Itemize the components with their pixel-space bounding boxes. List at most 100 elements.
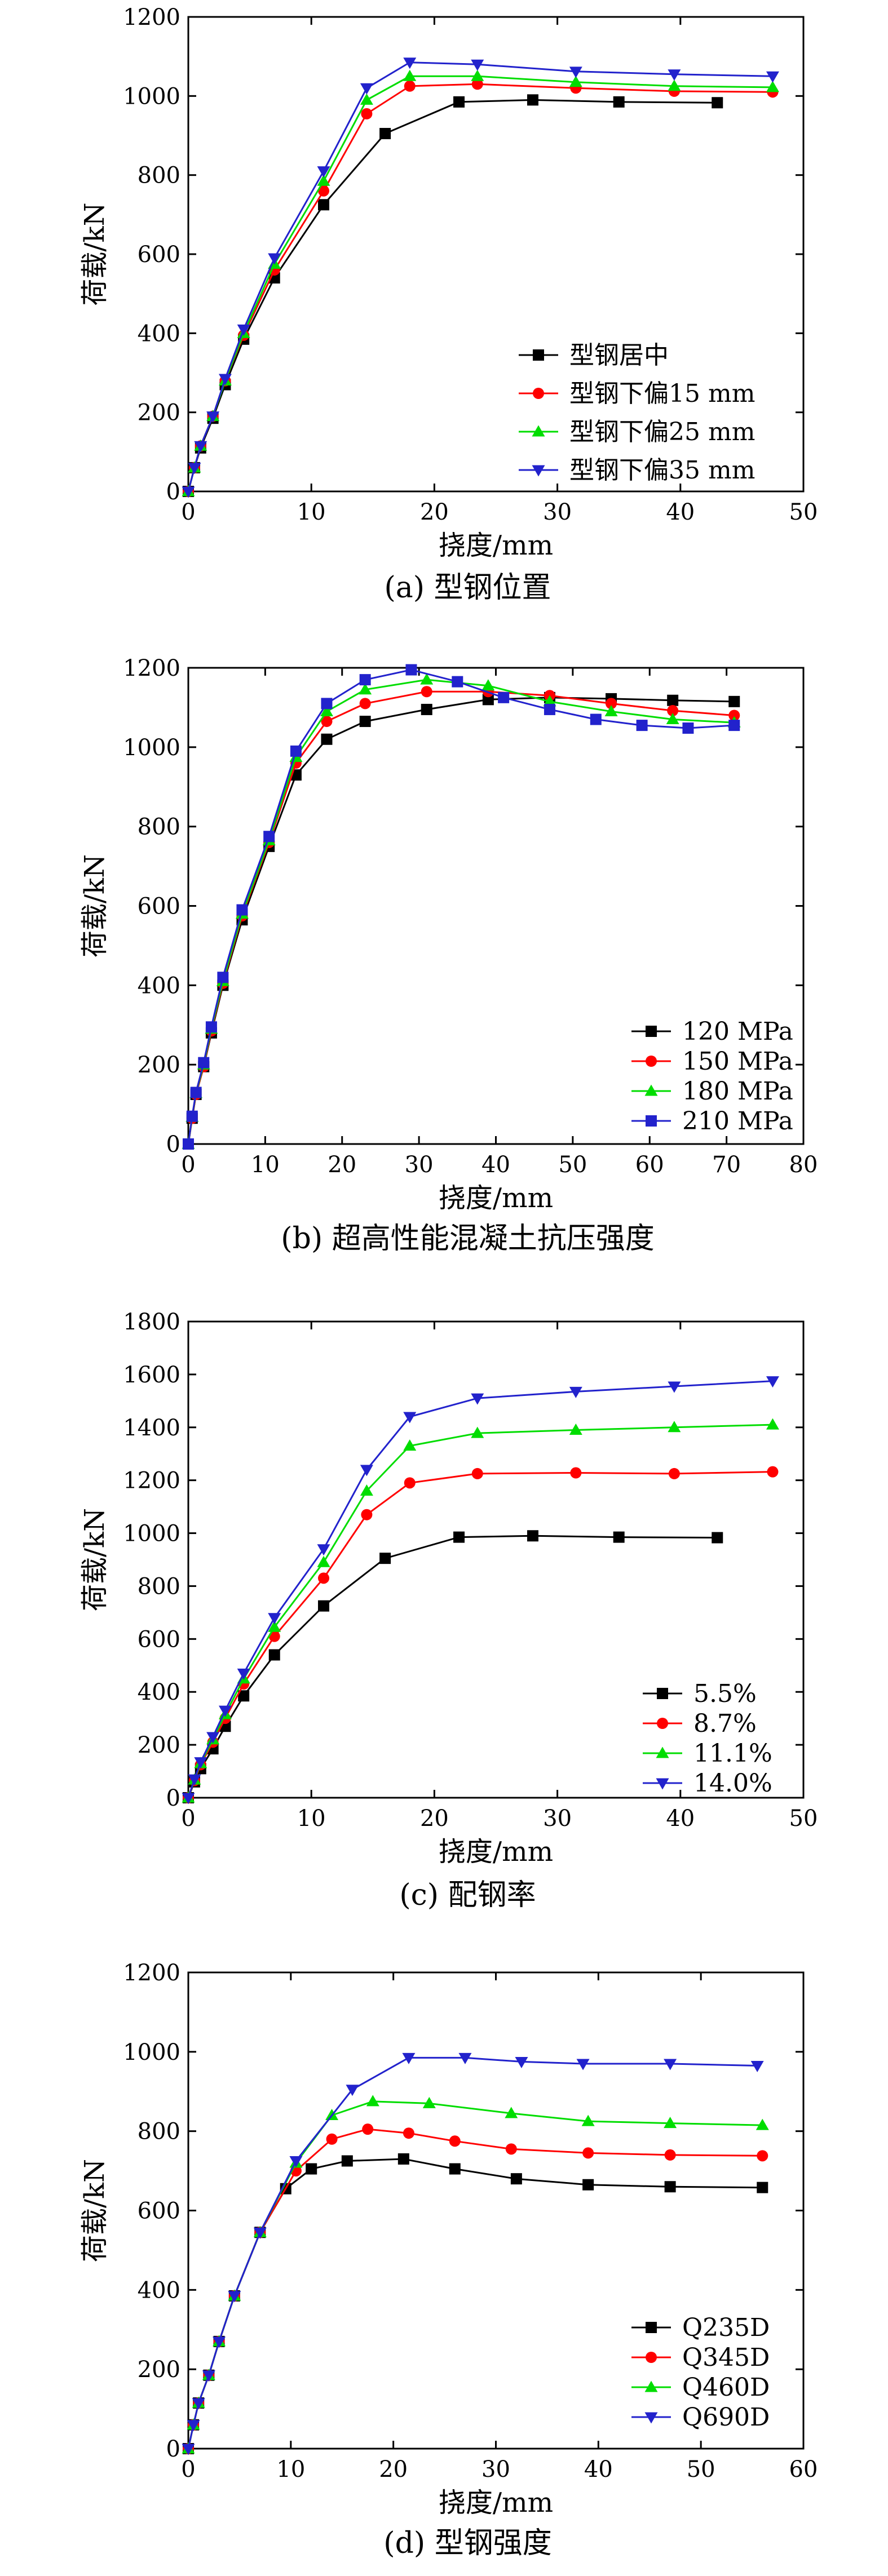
data-point [449, 2135, 461, 2147]
data-point [218, 374, 232, 385]
series-line [187, 679, 735, 1145]
y-tick-label: 800 [138, 1573, 180, 1599]
y-tick-label: 800 [138, 163, 180, 189]
y-axis-label: 荷载/kN [79, 2159, 111, 2262]
legend-label: 14.0% [693, 1769, 772, 1798]
data-point [236, 904, 248, 916]
legend-entry-4: Q690D [631, 2403, 770, 2432]
legend-marker [657, 1688, 668, 1699]
data-point [359, 683, 372, 695]
chart-panel-3: 0 10 20 30 40 50 0 200 400 600 800 1000 1200 1400 1600… [79, 1309, 818, 1912]
data-point [453, 1531, 465, 1543]
data-point [421, 703, 432, 715]
series-4 [182, 2052, 764, 2455]
data-point [404, 1477, 416, 1489]
x-tick-label: 0 [181, 2457, 195, 2482]
data-point [359, 698, 371, 710]
legend-label: 型钢下偏15 mm [569, 379, 755, 408]
data-point [482, 694, 494, 706]
data-point [452, 676, 463, 688]
data-point [728, 695, 740, 707]
data-point [667, 694, 679, 706]
x-axis-label: 挠度/mm [439, 1836, 553, 1868]
y-tick-label: 800 [138, 814, 180, 840]
data-point [360, 1465, 373, 1477]
data-point [515, 2056, 528, 2068]
data-point [321, 716, 333, 728]
legend-marker [644, 2412, 658, 2424]
data-point [505, 2107, 518, 2118]
data-point [318, 185, 330, 197]
series-2 [183, 2123, 768, 2454]
data-point [527, 94, 538, 106]
data-point [604, 704, 618, 716]
series-1 [183, 691, 740, 1150]
legend-marker [533, 349, 544, 361]
x-tick-label: 10 [297, 499, 326, 525]
legend-entry-2: 8.7% [643, 1709, 757, 1738]
x-tick-label: 50 [789, 499, 818, 525]
data-point [402, 2052, 416, 2064]
data-point [188, 1774, 201, 1786]
y-tick-label: 600 [138, 2198, 180, 2224]
x-tick-label: 20 [379, 2457, 408, 2482]
data-point [320, 704, 333, 716]
data-point [403, 57, 417, 69]
legend-marker [646, 2352, 657, 2363]
data-point [206, 411, 220, 423]
legend-marker [644, 2380, 658, 2392]
x-tick-label: 20 [420, 499, 449, 525]
series-4 [182, 1376, 779, 1804]
x-tick-label: 20 [328, 1152, 356, 1178]
legend-marker [656, 1778, 669, 1790]
series-2 [183, 1466, 779, 1803]
legend-marker [532, 465, 545, 477]
data-point [359, 674, 371, 686]
data-point [403, 2127, 414, 2139]
data-point [182, 486, 195, 498]
y-tick-label: 0 [166, 2436, 180, 2462]
x-axis-label: 挠度/mm [439, 530, 553, 561]
data-point [397, 2153, 409, 2165]
legend-label: 150 MPa [682, 1047, 793, 1076]
data-point [636, 720, 648, 731]
y-tick-label: 400 [138, 321, 180, 347]
data-point [403, 69, 417, 81]
data-point [757, 2150, 768, 2162]
y-tick-label: 200 [138, 400, 180, 426]
series-line [187, 668, 735, 1145]
legend-entry-1: 5.5% [643, 1679, 757, 1708]
x-tick-label: 30 [405, 1152, 434, 1178]
legend-entry-4: 型钢下偏35 mm [519, 456, 755, 485]
series-1 [183, 1530, 723, 1803]
y-tick-label: 400 [138, 2277, 180, 2303]
legend-marker [657, 1718, 668, 1729]
legend-marker [533, 388, 544, 399]
data-point [766, 1376, 779, 1388]
legend-entry-3: Q460D [631, 2373, 770, 2402]
panel-caption: (a) 型钢位置 [384, 571, 551, 605]
data-point [379, 127, 391, 139]
data-point [544, 703, 555, 715]
y-tick-label: 1200 [123, 1468, 180, 1494]
data-point [569, 1386, 582, 1398]
series-line [187, 2128, 763, 2449]
legend-entry-1: 型钢居中 [519, 341, 669, 370]
x-tick-label: 20 [420, 1806, 449, 1832]
data-point [543, 695, 556, 707]
x-tick-label: 60 [789, 2457, 818, 2482]
data-point [728, 720, 740, 731]
series-line [187, 1380, 773, 1798]
x-tick-label: 50 [687, 2457, 715, 2482]
chart-panel-2: 0 10 20 30 40 50 60 70 80020040060080010001200挠度… [79, 655, 818, 1256]
legend-marker [656, 1746, 669, 1758]
data-point [341, 2155, 353, 2167]
legend-label: 型钢下偏25 mm [569, 418, 755, 446]
legend-label: Q690D [682, 2403, 770, 2432]
x-tick-label: 40 [481, 1152, 510, 1178]
x-tick-label: 0 [181, 1152, 195, 1178]
x-tick-label: 50 [558, 1152, 587, 1178]
